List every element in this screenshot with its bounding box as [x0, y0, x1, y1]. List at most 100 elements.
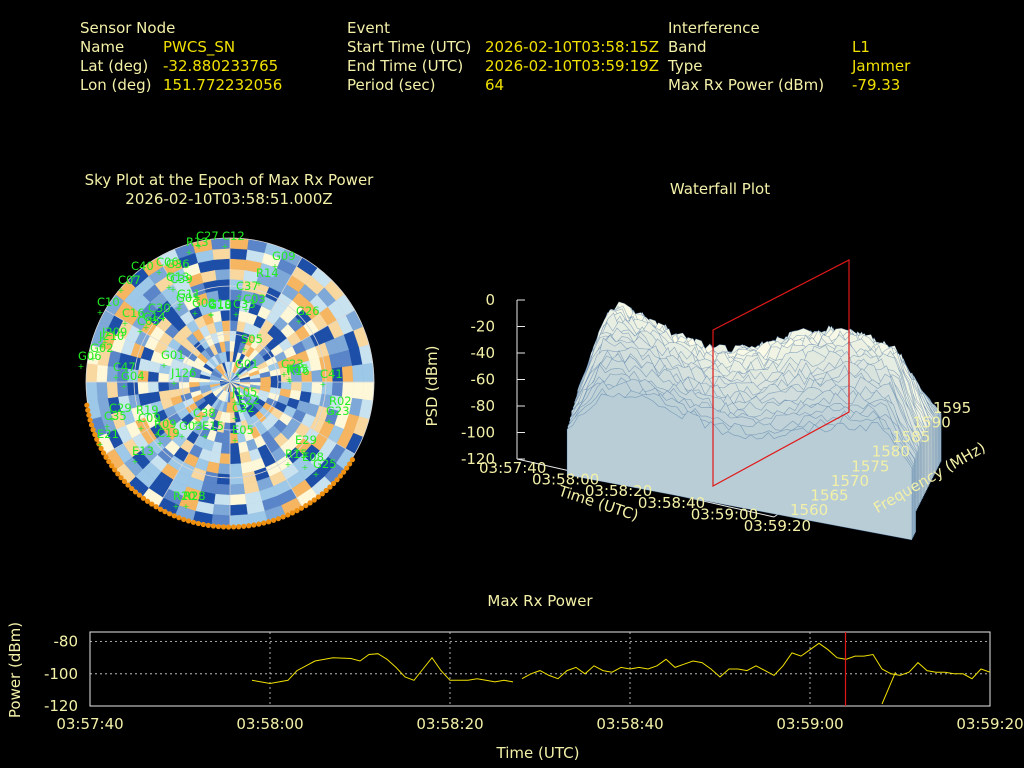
sky-satellite-label: C37	[236, 279, 259, 293]
sky-satellite-marker: +	[171, 379, 178, 388]
waterfall-psd-tick-label: -100	[461, 424, 495, 442]
sky-satellite-label: G26	[296, 304, 320, 318]
sky-satellite-marker: +	[137, 327, 144, 336]
interference-type-value: Jammer	[852, 57, 911, 75]
waterfall-frequency-tick-label: 1575	[851, 457, 889, 475]
sky-rim-marker	[311, 497, 317, 503]
sky-satellite-marker: +	[329, 407, 336, 416]
sky-satellite-label: G02	[90, 341, 114, 355]
sky-satellite-label: J105	[231, 385, 257, 399]
sky-satellite-marker: +	[183, 502, 190, 511]
sky-rim-marker	[315, 494, 321, 500]
sky-satellite-label: G03	[179, 419, 203, 433]
sky-satellite-marker: +	[256, 279, 263, 288]
sky-rim-marker	[337, 473, 343, 479]
sky-plot-heatmap	[85, 237, 375, 527]
sky-satellite-label: E15	[202, 419, 224, 433]
sky-satellite-label: C07	[118, 273, 141, 287]
sky-satellite-marker: +	[296, 317, 303, 326]
power-plot-line	[521, 642, 991, 680]
sky-rim-marker	[289, 510, 296, 516]
sky-satellite-label: C14	[143, 310, 166, 324]
sky-rim-marker	[341, 469, 347, 475]
sky-rim-marker	[190, 519, 197, 525]
sky-rim-marker	[144, 498, 151, 504]
sky-rim-marker	[307, 500, 313, 506]
sky-satellite-marker: +	[238, 406, 245, 415]
sky-satellite-label: R16	[287, 364, 310, 378]
sky-satellite-marker: +	[232, 436, 239, 445]
sky-grid-spoke	[253, 423, 303, 507]
sky-rim-marker	[334, 477, 340, 483]
sky-satellite-marker: +	[166, 270, 173, 279]
sky-rim-marker	[98, 445, 104, 452]
sky-rim-marker	[275, 516, 281, 522]
sky-rim-marker	[112, 467, 118, 473]
waterfall-time-tick-label: 03:57:40	[479, 459, 546, 477]
event-end-label: End Time (UTC)	[347, 57, 464, 75]
sky-satellite-label: R15	[285, 447, 308, 461]
sky-rim-marker	[121, 478, 128, 485]
sky-rim-marker	[266, 519, 272, 525]
event-start-label: Start Time (UTC)	[347, 38, 472, 56]
power-plot-x-tick-label: 03:57:40	[56, 715, 123, 733]
sky-satellite-label: R13	[186, 235, 209, 249]
event-end-value: 2026-02-10T03:59:19Z	[485, 57, 659, 75]
interference-band-label: Band	[668, 38, 707, 56]
sky-rim-marker	[176, 515, 182, 521]
sky-rim-marker	[149, 501, 155, 507]
sky-satellite-label: G11	[177, 287, 201, 301]
interference-power-label: Max Rx Power (dBm)	[668, 76, 825, 94]
sky-satellite-marker: +	[313, 470, 320, 479]
power-plot-y-label: Power (dBm)	[6, 622, 24, 718]
sky-rim-marker	[87, 417, 93, 423]
sky-rim-marker	[92, 431, 98, 438]
sky-rim-marker	[236, 524, 242, 530]
power-plot-y-tick-label: -80	[54, 633, 79, 651]
sky-satellite-label: R09	[154, 417, 177, 431]
sky-satellite-marker: +	[241, 345, 248, 354]
power-plot-x-tick-label: 03:58:40	[596, 715, 663, 733]
sky-satellite-marker: +	[243, 305, 250, 314]
sky-satellite-label: R14	[256, 266, 279, 280]
skyplot-subtitle: 2026-02-10T03:58:51.000Z	[125, 190, 333, 208]
sky-satellite-marker: +	[109, 414, 116, 423]
waterfall-psd-tick-label: -40	[471, 344, 496, 362]
sky-grid-spoke	[271, 309, 355, 359]
sky-rim-marker	[115, 471, 121, 477]
sky-satellite-marker: +	[156, 268, 163, 277]
sky-satellite-marker: +	[287, 377, 294, 386]
sky-rim-marker	[298, 505, 305, 511]
sky-satellite-marker: +	[236, 292, 243, 301]
sky-grid-spoke	[271, 405, 355, 455]
sky-rim-marker	[90, 427, 96, 433]
sky-rim-marker	[319, 491, 325, 497]
sky-rim-marker	[140, 495, 147, 501]
sky-satellite-label: C41	[320, 367, 343, 381]
power-plot-x-label: Time (UTC)	[496, 744, 580, 762]
sky-rim-marker	[280, 514, 286, 520]
sky-satellite-label: G02	[192, 296, 216, 310]
sky-satellite-label: C27	[196, 229, 219, 243]
sky-satellite-marker: +	[173, 502, 180, 511]
power-plot-frame	[89, 631, 991, 707]
sky-satellite-label: G10	[208, 297, 232, 311]
sky-satellite-marker: +	[104, 422, 111, 431]
sky-satellite-label: C38	[193, 406, 216, 420]
sky-satellite-label: R20	[173, 489, 196, 503]
sky-rim-marker	[100, 450, 107, 456]
waterfall-psd-tick-label: -20	[471, 318, 496, 336]
sky-satellite-label: C19	[157, 426, 180, 440]
event-start-value: 2026-02-10T03:58:15Z	[485, 38, 659, 56]
sky-satellite-marker: +	[170, 285, 177, 294]
sky-rim-marker	[157, 506, 164, 512]
sky-satellite-marker: +	[131, 272, 138, 281]
sky-satellite-label: C29	[109, 401, 132, 415]
sky-satellite-label: J210	[98, 329, 124, 343]
sky-satellite-marker: +	[97, 440, 104, 449]
sky-satellite-label: G04	[121, 369, 145, 383]
sky-grid-spoke	[253, 257, 303, 341]
sky-satellite-marker: +	[102, 338, 109, 347]
sky-satellite-marker: +	[295, 446, 302, 455]
sky-rim-marker	[162, 509, 168, 515]
